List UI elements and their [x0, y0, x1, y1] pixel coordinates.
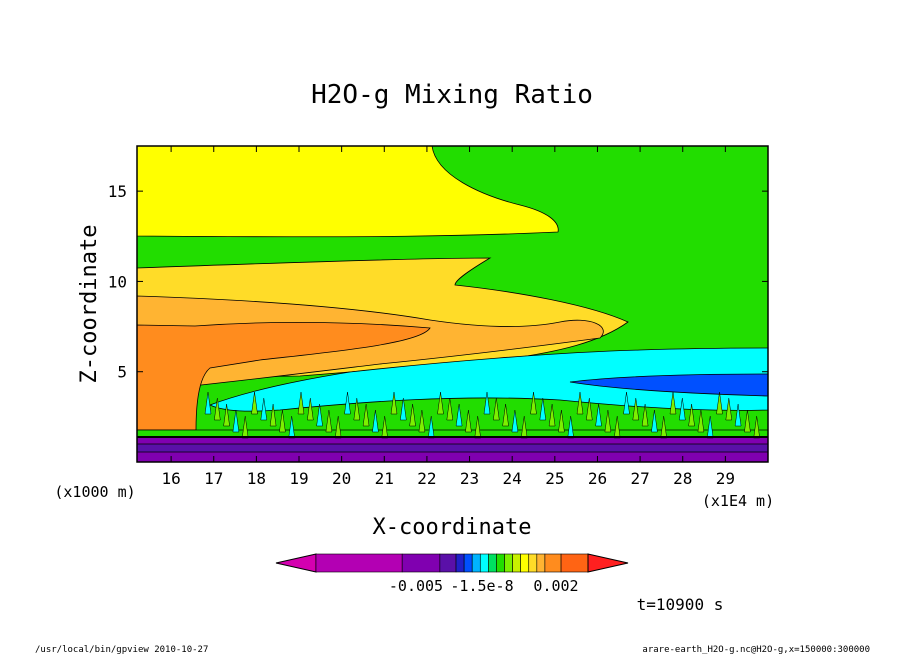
colorbar-segment: [544, 553, 562, 573]
x-tick-label: 25: [545, 469, 564, 488]
colorbar-segment: [463, 553, 473, 573]
y-tick-label: 5: [117, 363, 127, 382]
contour-region-dark-orange: [136, 321, 431, 431]
x-tick-label: 17: [204, 469, 223, 488]
x-tick-label: 16: [161, 469, 180, 488]
x-tick-label: 27: [630, 469, 649, 488]
y-axis-label: Z-coordinate: [77, 225, 102, 384]
colorbar-segment: [479, 553, 489, 573]
x-axis-label: X-coordinate: [373, 515, 532, 540]
colorbar-segment: [455, 553, 465, 573]
colorbar-segment: [512, 553, 521, 573]
plot-area: [136, 145, 769, 463]
colorbar-segment: [496, 553, 505, 573]
x-unit-label: (x1E4 m): [702, 492, 774, 510]
colorbar-tick-label: 0.002: [533, 577, 578, 595]
colorbar-segment: [528, 553, 538, 573]
colorbar-tick-label: -0.005: [389, 577, 443, 595]
x-tick-label: 22: [417, 469, 436, 488]
x-tick-label: 23: [460, 469, 479, 488]
footer-right: arare-earth_H2O-g.nc@H2O-g,x=150000:3000…: [642, 645, 870, 654]
time-label: t=10900 s: [637, 595, 724, 614]
colorbar-segment: [560, 553, 589, 573]
y-unit-label: (x1000 m): [54, 483, 135, 501]
colorbar-segment: [520, 553, 530, 573]
colorbar-segment: [315, 553, 403, 573]
x-tick-label: 24: [503, 469, 522, 488]
contour-region-surface-violet: [136, 443, 769, 453]
turbulence-speckles: [204, 391, 760, 439]
colorbar-segment: [439, 553, 457, 573]
x-tick-label: 26: [588, 469, 607, 488]
footer-left: /usr/local/bin/gpview 2010-10-27: [35, 645, 208, 654]
y-axis: 5 10 15: [108, 182, 768, 382]
chart-title: H2O-g Mixing Ratio: [311, 80, 593, 110]
colorbar-segment: [471, 553, 481, 573]
colorbar-segment: [401, 553, 441, 573]
x-axis: 16 17 18 19 20 21 22 23 24 25 26 27 28 29: [161, 146, 735, 488]
x-tick-label: 18: [247, 469, 266, 488]
colorbar-segment: [536, 553, 546, 573]
colorbar-min-arrow: [275, 553, 317, 573]
colorbar-tick-label: -1.5e-8: [450, 577, 513, 595]
contour-region-upper-yellow: [136, 145, 559, 238]
colorbar-segment: [488, 553, 497, 573]
x-tick-label: 20: [332, 469, 351, 488]
y-tick-label: 15: [108, 182, 127, 201]
colorbar-segment: [504, 553, 513, 573]
colorbar-tick-labels: -0.005 -1.5e-8 0.002: [389, 577, 579, 595]
x-tick-label: 29: [716, 469, 735, 488]
x-tick-label: 28: [673, 469, 692, 488]
x-tick-label: 21: [375, 469, 394, 488]
plot-frame: [136, 145, 769, 463]
x-tick-label: 19: [289, 469, 308, 488]
colorbar-max-arrow: [587, 553, 629, 573]
y-tick-label: 10: [108, 272, 127, 291]
colorbar: [275, 553, 629, 573]
